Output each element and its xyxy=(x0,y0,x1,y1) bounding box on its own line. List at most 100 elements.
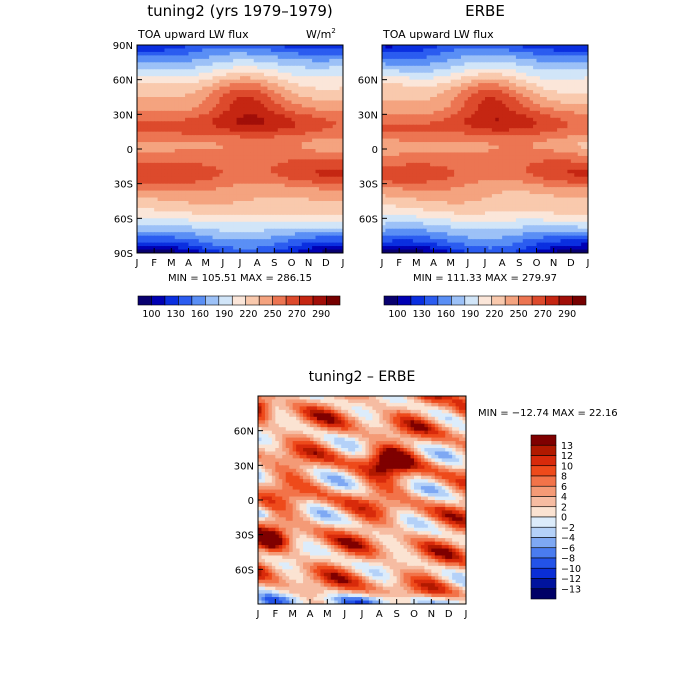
flux-cell xyxy=(140,48,145,53)
flux-cell xyxy=(188,45,193,50)
flux-cell xyxy=(546,51,551,56)
flux-cell xyxy=(315,90,320,95)
flux-cell xyxy=(185,51,190,56)
flux-cell xyxy=(471,103,476,108)
flux-cell xyxy=(315,162,320,167)
flux-cell xyxy=(567,79,572,84)
flux-cell xyxy=(178,83,183,88)
flux-cell xyxy=(550,51,555,56)
flux-cell xyxy=(191,142,196,147)
flux-cell xyxy=(329,180,334,185)
flux-cell xyxy=(433,97,438,102)
flux-cell xyxy=(181,211,186,216)
flux-cell xyxy=(202,138,207,143)
flux-cell xyxy=(246,190,251,195)
flux-cell xyxy=(147,97,152,102)
flux-cell xyxy=(215,114,220,119)
flux-cell xyxy=(325,62,330,67)
flux-cell xyxy=(277,135,282,140)
flux-cell xyxy=(174,155,179,160)
flux-cell xyxy=(188,207,193,212)
flux-cell xyxy=(284,159,289,164)
flux-cell xyxy=(332,235,337,240)
flux-cell xyxy=(332,72,337,77)
flux-cell xyxy=(205,228,210,233)
flux-cell xyxy=(264,114,269,119)
flux-cell xyxy=(308,211,313,216)
flux-cell xyxy=(174,249,179,253)
flux-cell xyxy=(457,110,462,115)
flux-cell xyxy=(560,62,565,67)
flux-cell xyxy=(563,97,568,102)
flux-cell xyxy=(250,45,255,50)
flux-cell xyxy=(336,45,341,50)
flux-cell xyxy=(219,162,224,167)
flux-cell xyxy=(502,58,507,63)
flux-cell xyxy=(423,107,428,112)
flux-cell xyxy=(301,242,306,247)
flux-cell xyxy=(478,79,483,84)
flux-cell xyxy=(178,72,183,77)
flux-cell xyxy=(539,90,544,95)
flux-cell xyxy=(202,128,207,133)
flux-cell xyxy=(154,242,159,247)
flux-cell xyxy=(284,149,289,154)
flux-cell xyxy=(277,183,282,188)
flux-cell xyxy=(395,51,400,56)
flux-cell xyxy=(150,211,155,216)
flux-cell xyxy=(274,190,279,195)
flux-cell xyxy=(533,51,538,56)
flux-cell xyxy=(325,246,330,251)
flux-cell xyxy=(570,45,575,50)
flux-cell xyxy=(154,218,159,223)
flux-cell xyxy=(250,117,255,122)
flux-cell xyxy=(406,76,411,81)
flux-cell xyxy=(257,225,262,230)
flux-cell xyxy=(454,58,459,63)
flux-cell xyxy=(419,107,424,112)
flux-cell xyxy=(395,69,400,74)
flux-cell xyxy=(399,58,404,63)
x-tick-label: A xyxy=(254,258,261,269)
flux-cell xyxy=(284,194,289,199)
flux-cell xyxy=(315,117,320,122)
flux-cell xyxy=(526,110,531,115)
flux-cell xyxy=(325,131,330,136)
flux-cell xyxy=(198,124,203,129)
flux-cell xyxy=(308,142,313,147)
flux-cell xyxy=(260,249,265,253)
flux-cell xyxy=(154,201,159,206)
flux-cell xyxy=(171,225,176,230)
flux-cell xyxy=(318,90,323,95)
flux-cell xyxy=(325,211,330,216)
flux-cell xyxy=(195,100,200,105)
flux-cell xyxy=(219,145,224,150)
flux-cell xyxy=(243,121,248,126)
flux-cell xyxy=(264,51,269,56)
flux-cell xyxy=(481,110,486,115)
flux-cell xyxy=(308,55,313,60)
flux-cell xyxy=(308,83,313,88)
flux-cell xyxy=(570,62,575,67)
flux-cell xyxy=(339,232,343,237)
flux-cell xyxy=(195,124,200,129)
flux-cell xyxy=(553,72,558,77)
flux-cell xyxy=(253,207,258,212)
flux-cell xyxy=(533,69,538,74)
flux-cell xyxy=(536,97,541,102)
flux-cell xyxy=(226,221,231,226)
flux-cell xyxy=(270,93,275,98)
flux-cell xyxy=(188,149,193,154)
flux-cell xyxy=(140,149,145,154)
flux-cell xyxy=(471,114,476,119)
flux-cell xyxy=(236,103,241,108)
flux-cell xyxy=(301,69,306,74)
flux-cell xyxy=(191,135,196,140)
flux-cell xyxy=(205,190,210,195)
flux-cell xyxy=(277,201,282,206)
flux-cell xyxy=(267,48,272,53)
flux-cell xyxy=(281,194,286,199)
flux-cell xyxy=(546,93,551,98)
